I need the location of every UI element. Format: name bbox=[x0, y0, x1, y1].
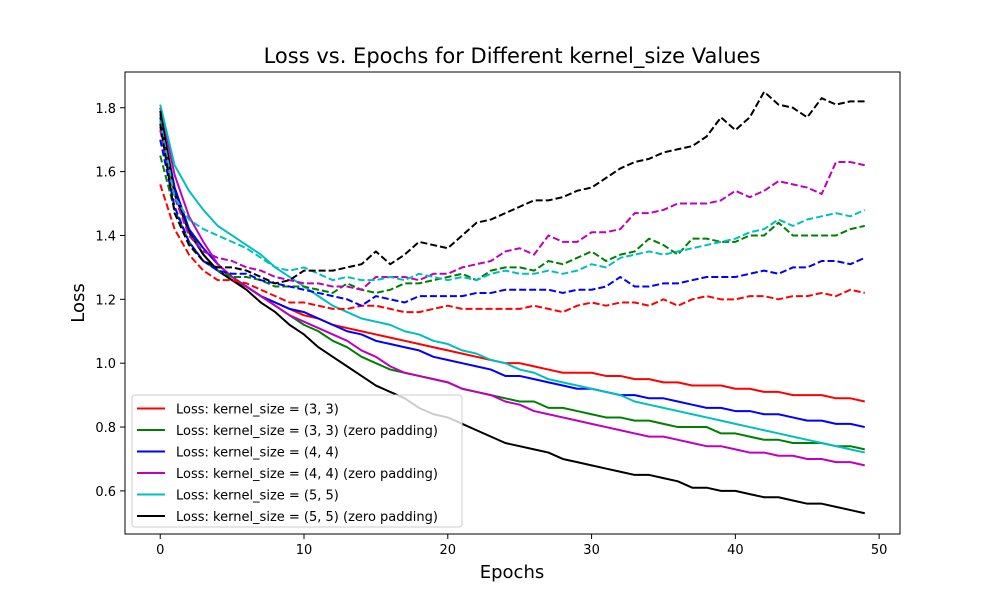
y-tick-label: 1.6 bbox=[95, 166, 116, 181]
series-line-3 bbox=[159, 107, 865, 467]
legend-label: Loss: kernel_size = (4, 4) bbox=[176, 446, 339, 461]
chart-title: Loss vs. Epochs for Different kernel_siz… bbox=[264, 44, 761, 69]
legend-label: Loss: kernel_size = (3, 3) bbox=[176, 403, 339, 418]
legend-label: Loss: kernel_size = (5, 5) (zero padding… bbox=[176, 510, 438, 525]
dashed-series-line-6 bbox=[159, 184, 865, 314]
series-line-5 bbox=[159, 110, 865, 515]
legend: Loss: kernel_size = (3, 3) Loss: kernel_s… bbox=[131, 394, 463, 528]
y-tick-label: 0.6 bbox=[95, 485, 116, 500]
x-axis-label: Epochs bbox=[480, 562, 545, 583]
x-tick-label: 30 bbox=[583, 543, 600, 558]
dashed-series-line-7 bbox=[159, 155, 865, 294]
x-tick-label: 20 bbox=[440, 543, 457, 558]
dashed-series-line-8 bbox=[159, 139, 866, 307]
series-line-4 bbox=[159, 104, 865, 454]
x-tick-label: 50 bbox=[871, 543, 888, 558]
dashed-series-line-11 bbox=[159, 90, 865, 285]
y-axis-label: Loss bbox=[68, 283, 89, 322]
y-tick-label: 1.0 bbox=[95, 357, 116, 372]
series-line-2 bbox=[159, 117, 865, 429]
x-tick-label: 0 bbox=[156, 543, 164, 558]
x-axis: 0 10 20 30 40 50 bbox=[156, 534, 887, 558]
legend-label: Loss: kernel_size = (5, 5) bbox=[176, 489, 339, 504]
dashed-series-line-10 bbox=[159, 120, 866, 282]
y-tick-label: 0.8 bbox=[95, 421, 116, 436]
legend-box bbox=[131, 394, 463, 528]
legend-label: Loss: kernel_size = (4, 4) (zero padding… bbox=[176, 467, 438, 482]
series-layer bbox=[159, 90, 866, 515]
x-tick-label: 10 bbox=[296, 543, 313, 558]
y-tick-label: 1.2 bbox=[95, 293, 116, 308]
legend-items: Loss: kernel_size = (3, 3) Loss: kernel_s… bbox=[137, 403, 438, 525]
y-tick-label: 1.4 bbox=[95, 229, 116, 244]
y-tick-label: 1.8 bbox=[95, 102, 116, 117]
dashed-series-line-9 bbox=[159, 129, 865, 291]
legend-label: Loss: kernel_size = (3, 3) (zero padding… bbox=[176, 424, 438, 439]
x-tick-label: 40 bbox=[727, 543, 744, 558]
y-axis: 0.6 0.8 1.0 1.2 1.4 1.6 1.8 bbox=[95, 102, 125, 500]
plot-frame bbox=[124, 71, 901, 535]
